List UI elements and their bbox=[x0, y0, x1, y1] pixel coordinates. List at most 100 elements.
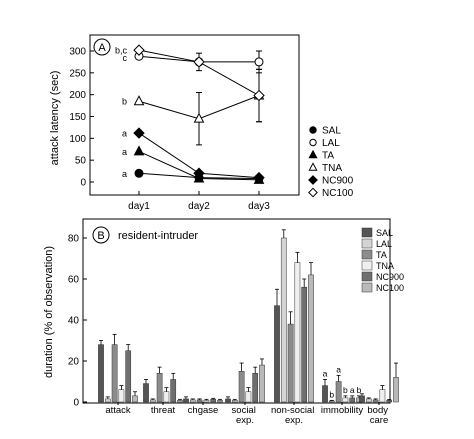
bar-ta bbox=[287, 323, 294, 403]
legend-marker-nc100 bbox=[308, 187, 318, 198]
legend-swatch-ta bbox=[361, 249, 373, 260]
legend-label-lal: LAL bbox=[322, 138, 340, 149]
panel-b-badge-label: B bbox=[97, 230, 104, 242]
bar-lal bbox=[280, 237, 287, 403]
bar-ta bbox=[238, 371, 245, 403]
legend-label-nc100: NC100 bbox=[376, 283, 404, 293]
bar-ta bbox=[196, 399, 203, 403]
bar-sal bbox=[143, 383, 149, 403]
bar-lal bbox=[231, 400, 238, 403]
legend-label-tna: TNA bbox=[376, 261, 394, 271]
panel-b-xtick-label: attack bbox=[105, 405, 131, 416]
data-point bbox=[133, 95, 145, 106]
bar-nc100 bbox=[308, 274, 314, 403]
bar-nc900 bbox=[252, 373, 259, 403]
bar-nc100 bbox=[177, 400, 183, 403]
panel-a-xtick-label: day3 bbox=[248, 201, 270, 212]
bar-sal bbox=[183, 398, 189, 403]
bar-group-body-care bbox=[359, 362, 399, 403]
panel-b: B resident-intruder duration (% of obser… bbox=[43, 218, 404, 426]
panel-a-badge bbox=[93, 38, 111, 56]
legend-swatch-lal bbox=[361, 238, 373, 249]
panel-b-ylabel: duration (% of observation) bbox=[43, 246, 55, 378]
panel-a-significance-label: a bbox=[122, 147, 127, 157]
panel-a-significance-label: a bbox=[122, 129, 127, 139]
legend-label-sal: SAL bbox=[376, 228, 393, 238]
panel-a-ytick-label: 200 bbox=[69, 90, 86, 101]
panel-a-series-nc100 bbox=[133, 44, 265, 123]
legend-label-lal: LAL bbox=[376, 239, 392, 249]
legend-marker-nc900 bbox=[308, 175, 318, 185]
legend-marker-sal bbox=[309, 126, 317, 134]
panel-a-series-tna bbox=[133, 68, 265, 146]
bar-ta bbox=[156, 373, 163, 403]
panel-a-ytick-label: 0 bbox=[80, 178, 86, 189]
bar-tna bbox=[342, 397, 349, 403]
legend-marker-ta bbox=[308, 149, 318, 159]
legend-label-nc900: NC900 bbox=[322, 176, 354, 187]
panel-a-ytick-label: 300 bbox=[69, 47, 86, 58]
data-point bbox=[193, 56, 205, 68]
panel-b-significance-label: b bbox=[357, 385, 362, 395]
legend-label-tna: TNA bbox=[322, 163, 342, 174]
bar-ta bbox=[335, 381, 342, 403]
bar-nc100 bbox=[132, 395, 138, 403]
bar-nc100 bbox=[217, 400, 223, 403]
panel-b-xtick-label: immobility bbox=[321, 405, 363, 416]
bar-group-threat bbox=[143, 366, 183, 403]
data-point bbox=[254, 57, 264, 67]
bar-sal bbox=[98, 344, 104, 403]
bar-lal bbox=[149, 399, 156, 403]
bar-lal bbox=[365, 398, 372, 403]
panel-b-significance-label: a bbox=[336, 364, 341, 374]
panel-a-significance-label: b,c bbox=[115, 46, 128, 56]
bar-sal bbox=[225, 398, 231, 403]
data-point bbox=[193, 112, 205, 123]
panel-b-significance-label: a bbox=[323, 368, 328, 378]
bar-lal bbox=[328, 400, 335, 403]
panel-a-ylabel: attack latency (sec) bbox=[49, 71, 61, 166]
panel-a-significance-label: a bbox=[122, 169, 127, 179]
panel-b-y-axis: 0 20 40 60 80 bbox=[68, 234, 87, 409]
bar-nc900 bbox=[210, 399, 217, 403]
legend-swatch-nc100 bbox=[361, 282, 373, 293]
bar-nc900 bbox=[170, 379, 177, 403]
data-point bbox=[133, 127, 145, 139]
legend-label-nc100: NC100 bbox=[322, 188, 354, 199]
panel-b-ytick-label: 0 bbox=[73, 398, 79, 409]
panel-a: A attack latency (sec) 0 50 100 150 200 250 30… bbox=[49, 34, 354, 212]
panel-a-y-axis: 0 50 100 150 200 250 300 bbox=[69, 47, 94, 189]
bar-tna bbox=[245, 391, 252, 403]
data-point bbox=[133, 44, 145, 56]
legend-marker-lal bbox=[309, 138, 317, 147]
bar-sal bbox=[322, 385, 328, 403]
bar-nc900 bbox=[301, 286, 308, 403]
panel-a-ytick-label: 150 bbox=[69, 112, 86, 123]
bar-group-social-exp- bbox=[225, 358, 265, 403]
bar-nc100 bbox=[259, 364, 265, 403]
bar-nc900 bbox=[125, 350, 132, 403]
bar-group-chgase bbox=[183, 396, 223, 403]
legend-label-sal: SAL bbox=[322, 126, 341, 137]
legend-label-ta: TA bbox=[322, 151, 334, 162]
bar-ta bbox=[372, 399, 379, 403]
panel-b-xtick-label: body care bbox=[367, 405, 390, 426]
bar-group-attack bbox=[98, 333, 138, 403]
data-point bbox=[193, 167, 205, 179]
legend-label-nc900: NC900 bbox=[376, 272, 404, 282]
panel-b-xtick-label: chgase bbox=[188, 405, 219, 416]
panel-a-significance-label: c bbox=[123, 53, 128, 63]
panel-b-xtick-label: social exp. bbox=[232, 405, 259, 426]
panel-b-ytick-label: 40 bbox=[68, 316, 80, 327]
legend-swatch-sal bbox=[361, 227, 373, 238]
bar-nc100 bbox=[393, 377, 399, 403]
panel-b-bars bbox=[98, 229, 399, 403]
panel-b-significance-label: a bbox=[350, 385, 355, 395]
legend-label-ta: TA bbox=[376, 250, 387, 260]
legend-swatch-nc900 bbox=[361, 271, 373, 282]
panel-b-ytick-label: 20 bbox=[68, 357, 80, 368]
data-point bbox=[133, 145, 145, 156]
